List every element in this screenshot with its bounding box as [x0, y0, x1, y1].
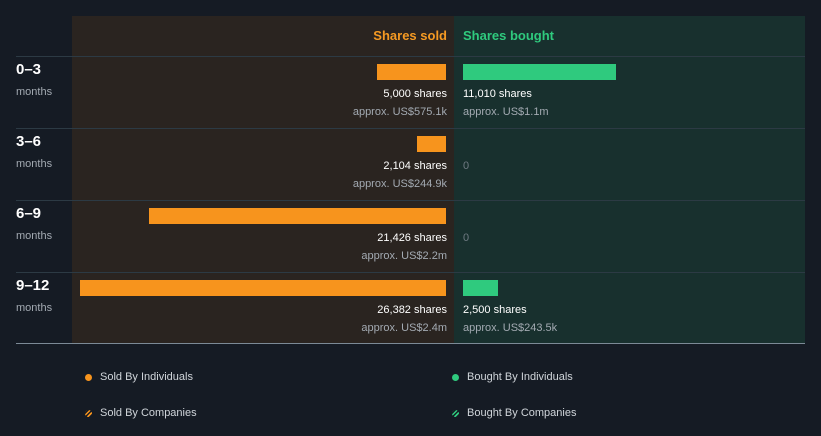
shares-sold-approx-value: approx. US$244.9k: [352, 178, 447, 190]
shares-sold-approx-value: approx. US$575.1k: [352, 106, 447, 118]
shares-bought-zero-value: 0: [463, 160, 470, 172]
legend-bought-individuals: Bought By Individuals: [452, 371, 573, 383]
orange-hatched-dot-icon: [85, 409, 92, 417]
legend-sold-individuals-label: Sold By Individuals: [100, 371, 193, 383]
period-label: 0–3: [16, 61, 42, 78]
shares-sold-bar: [377, 64, 446, 80]
shares-sold-value: 2,104 shares: [383, 160, 447, 172]
shares-bought-approx-value: approx. US$243.5k: [463, 322, 558, 334]
legend-sold-individuals: Sold By Individuals: [85, 371, 193, 383]
shares-bought-bar: [463, 64, 616, 80]
legend-bought-individuals-label: Bought By Individuals: [467, 371, 573, 383]
shares-sold-header: Shares sold: [373, 28, 447, 43]
shares-bought-zero-value: 0: [463, 232, 470, 244]
row-divider: [16, 56, 805, 57]
shares-bought-value: 11,010 shares: [463, 88, 532, 100]
shares-bought-bar: [463, 280, 498, 296]
shares-bought-approx-value: approx. US$1.1m: [463, 106, 549, 118]
period-label: 6–9: [16, 205, 42, 222]
period-label: 3–6: [16, 133, 42, 150]
legend-bought-companies-label: Bought By Companies: [467, 407, 577, 419]
row-divider: [16, 128, 805, 129]
shares-sold-value: 5,000 shares: [383, 88, 447, 100]
shares-bought-value: 2,500 shares: [463, 304, 527, 316]
period-unit-label: months: [16, 86, 53, 98]
legend-sold-companies: Sold By Companies: [85, 407, 197, 419]
chart-bottom-divider: [16, 343, 805, 344]
shares-sold-value: 26,382 shares: [377, 304, 447, 316]
period-unit-label: months: [16, 158, 53, 170]
row-divider: [16, 200, 805, 201]
shares-sold-approx-value: approx. US$2.2m: [361, 250, 447, 262]
row-divider: [16, 272, 805, 273]
green-dot-icon: [452, 373, 459, 381]
legend-bought-companies: Bought By Companies: [452, 407, 576, 419]
shares-sold-bar: [149, 208, 446, 224]
orange-dot-icon: [85, 373, 92, 381]
period-label: 9–12: [16, 277, 50, 294]
shares-sold-value: 21,426 shares: [377, 232, 447, 244]
period-unit-label: months: [16, 302, 53, 314]
shares-bought-header: Shares bought: [463, 28, 555, 43]
green-hatched-dot-icon: [452, 409, 459, 417]
period-unit-label: months: [16, 230, 53, 242]
shares-sold-bar: [80, 280, 446, 296]
shares-sold-bar: [417, 136, 446, 152]
shares-sold-approx-value: approx. US$2.4m: [361, 322, 447, 334]
legend-sold-companies-label: Sold By Companies: [100, 407, 197, 419]
